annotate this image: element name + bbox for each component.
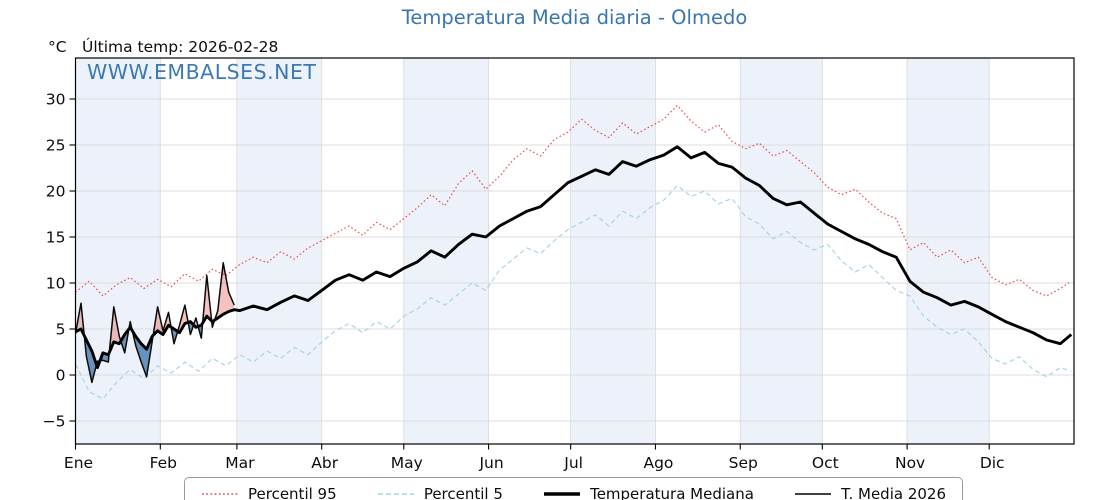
x-tick-label: Mar	[225, 454, 255, 472]
series-line-p5	[75, 184, 1072, 400]
month-band	[570, 58, 656, 444]
plot-area	[75, 58, 1074, 444]
legend-line-sample	[202, 493, 238, 495]
month-band	[236, 58, 322, 444]
legend-item-label: Percentil 95	[248, 485, 337, 500]
y-tick-label: 20	[46, 183, 66, 201]
x-tick-label: Feb	[150, 454, 177, 472]
x-tick-label: Oct	[812, 454, 839, 472]
legend-item: Percentil 5	[377, 485, 503, 500]
x-tick-label: Nov	[895, 454, 925, 472]
y-tick-label: 30	[46, 91, 66, 109]
plot-frame	[74, 57, 1075, 445]
legend-item-label: Temperatura Mediana	[590, 485, 754, 500]
legend-line-sample	[795, 493, 832, 495]
y-tick-label: 5	[56, 321, 66, 339]
x-tick-label: Jun	[478, 454, 503, 472]
series-line-median	[75, 145, 1073, 370]
y-tick-label: −5	[43, 413, 66, 431]
series-line-p95	[75, 104, 1072, 297]
x-tick-label: Ene	[64, 454, 93, 472]
x-tick-label: Abr	[311, 454, 338, 472]
fill-below-median	[75, 320, 215, 383]
legend-item-label: T. Media 2026	[841, 485, 946, 500]
legend-item-label: Percentil 5	[423, 485, 503, 500]
legend-item: Percentil 95	[201, 485, 337, 500]
legend-item: T. Media 2026	[794, 485, 946, 500]
x-tick-label: Ago	[643, 454, 673, 472]
legend-item: Temperatura Mediana	[543, 485, 754, 500]
y-tick-label: 15	[46, 229, 66, 247]
y-tick-label: 0	[56, 367, 66, 385]
month-band	[75, 58, 161, 444]
month-band	[907, 58, 990, 444]
series-line-current	[75, 262, 235, 384]
chart-title: Temperatura Media diaria - Olmedo	[401, 6, 748, 29]
x-tick-label: Jul	[563, 454, 583, 472]
watermark-text: WWW.EMBALSES.NET	[87, 60, 317, 84]
x-tick-label: May	[391, 454, 423, 472]
month-band	[740, 58, 823, 444]
x-tick-label: Dic	[980, 454, 1005, 472]
y-axis-unit-label: °C	[48, 38, 67, 56]
month-band	[403, 58, 489, 444]
legend-line-sample	[377, 493, 414, 495]
last-temp-label: Última temp: 2026-02-28	[82, 38, 279, 56]
x-tick-label: Sep	[729, 454, 758, 472]
chart-legend: Percentil 95 Percentil 5 Temperatura Media…	[184, 477, 963, 500]
legend-line-sample	[544, 492, 581, 496]
y-tick-label: 25	[46, 137, 66, 155]
y-tick-label: 10	[46, 275, 66, 293]
